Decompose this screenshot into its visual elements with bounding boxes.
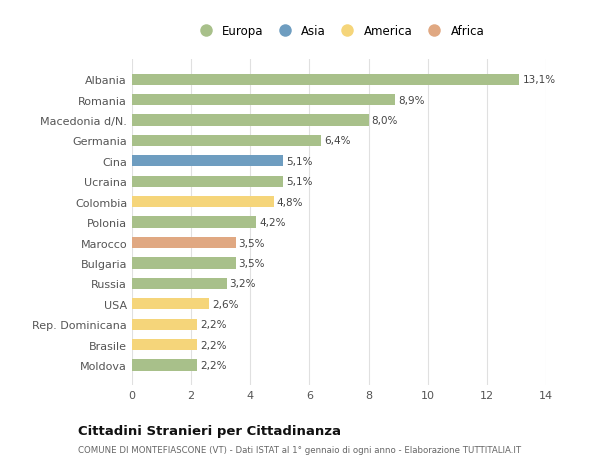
Text: 6,4%: 6,4%	[324, 136, 351, 146]
Text: 5,1%: 5,1%	[286, 177, 312, 187]
Text: 4,8%: 4,8%	[277, 197, 304, 207]
Bar	[132, 115, 368, 126]
Bar	[132, 217, 256, 228]
Bar	[132, 95, 395, 106]
Text: 3,5%: 3,5%	[238, 258, 265, 269]
Bar	[132, 135, 321, 147]
Text: 4,2%: 4,2%	[259, 218, 286, 228]
Text: 2,6%: 2,6%	[212, 299, 238, 309]
Bar	[132, 196, 274, 208]
Bar	[132, 339, 197, 350]
Bar	[132, 237, 235, 249]
Bar	[132, 278, 227, 289]
Text: 8,0%: 8,0%	[371, 116, 398, 126]
Text: 3,5%: 3,5%	[238, 238, 265, 248]
Text: 8,9%: 8,9%	[398, 95, 425, 106]
Text: Cittadini Stranieri per Cittadinanza: Cittadini Stranieri per Cittadinanza	[78, 424, 341, 437]
Legend: Europa, Asia, America, Africa: Europa, Asia, America, Africa	[189, 20, 489, 42]
Bar	[132, 74, 520, 86]
Bar	[132, 258, 235, 269]
Bar	[132, 319, 197, 330]
Text: 5,1%: 5,1%	[286, 157, 312, 167]
Bar	[132, 176, 283, 187]
Text: COMUNE DI MONTEFIASCONE (VT) - Dati ISTAT al 1° gennaio di ogni anno - Elaborazi: COMUNE DI MONTEFIASCONE (VT) - Dati ISTA…	[78, 445, 521, 454]
Text: 2,2%: 2,2%	[200, 340, 227, 350]
Text: 2,2%: 2,2%	[200, 360, 227, 370]
Bar	[132, 298, 209, 310]
Bar	[132, 359, 197, 371]
Text: 13,1%: 13,1%	[523, 75, 556, 85]
Text: 2,2%: 2,2%	[200, 319, 227, 330]
Bar	[132, 156, 283, 167]
Text: 3,2%: 3,2%	[230, 279, 256, 289]
